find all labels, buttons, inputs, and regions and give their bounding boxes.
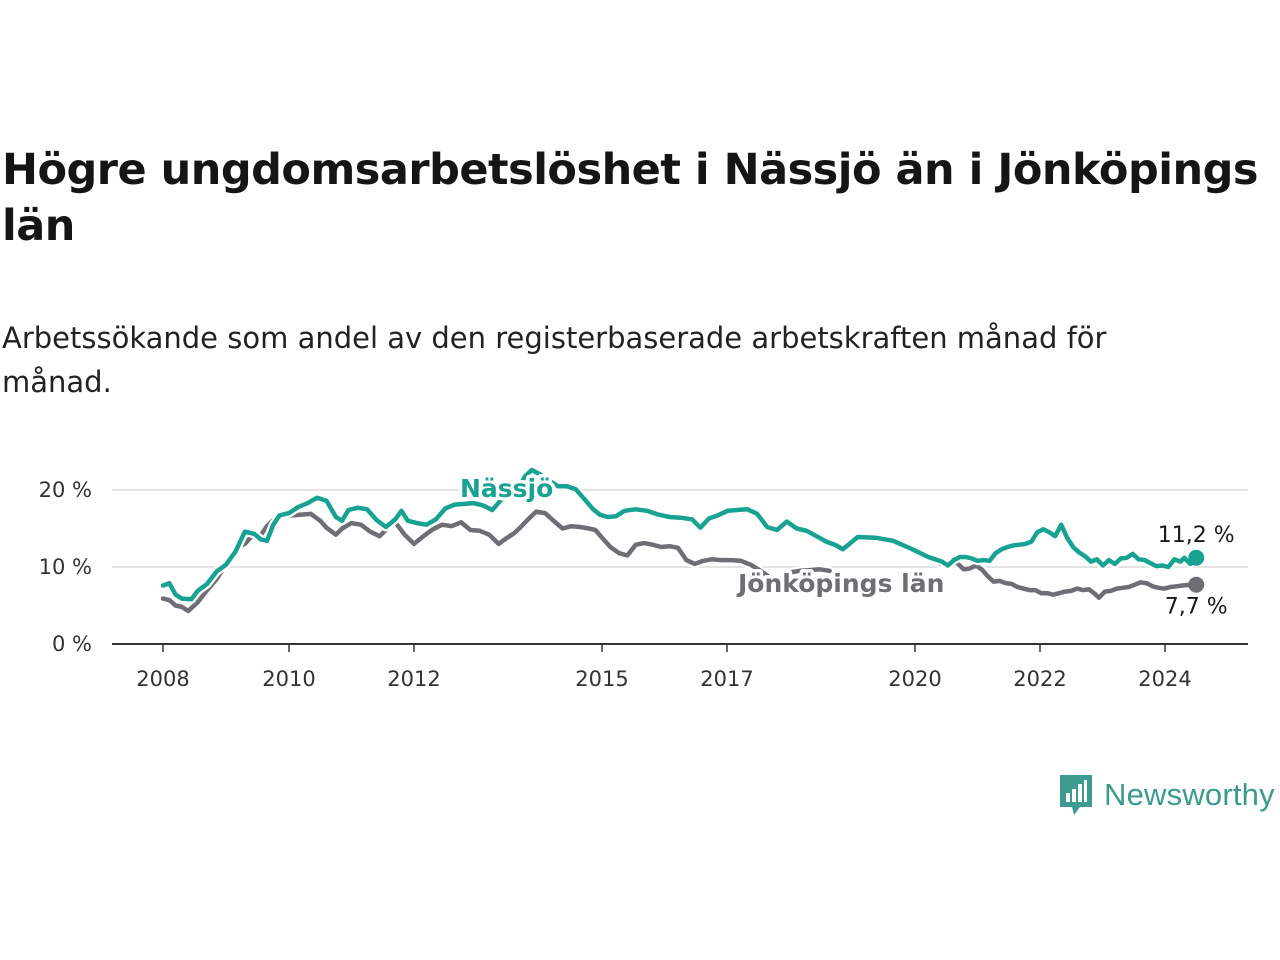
- chart-title: Högre ungdomsarbetslöshet i Nässjö än i …: [2, 145, 1258, 251]
- x-tick-label: 2012: [387, 667, 440, 691]
- brand-logo[interactable]: Newsworthy: [1058, 772, 1275, 818]
- series-line-jonkopings-lan: [160, 509, 832, 614]
- axis-layer: 0 % 10 % 20 % 2008 2010 2012 2015 2017 2020 2022 2…: [39, 478, 1248, 691]
- series-label-nassjo: Nässjö: [460, 474, 553, 503]
- x-tick-label: 2010: [262, 667, 315, 691]
- x-tick-label: 2022: [1013, 667, 1066, 691]
- y-tick-label: 10 %: [39, 555, 92, 579]
- y-tick-label: 0 %: [52, 632, 92, 656]
- newsworthy-logo-icon: [1060, 775, 1092, 815]
- x-tick-label: 2017: [700, 667, 753, 691]
- grid-layer: [112, 489, 1248, 568]
- end-value-label-nassjo: 11,2 %: [1158, 523, 1235, 548]
- y-tick-label: 20 %: [39, 478, 92, 502]
- x-tick-label: 2020: [888, 667, 941, 691]
- x-tick-label: 2024: [1138, 667, 1191, 691]
- series-label-jonkopings-lan: Jönköpings län: [736, 569, 944, 598]
- x-tick-label: 2008: [136, 667, 189, 691]
- brand-name: Newsworthy: [1104, 777, 1275, 812]
- end-point-nassjo: [1188, 549, 1205, 566]
- series-layer: [158, 465, 1201, 616]
- x-tick-label: 2015: [575, 667, 628, 691]
- end-point-jonkopings-lan: [1188, 576, 1205, 593]
- series-line-nassjo: [160, 467, 1199, 602]
- series-line-jonkopings-lan: [937, 558, 1199, 601]
- series-label-nassjo-halo: Nässjö: [460, 474, 553, 503]
- chart-subtitle: Arbetssökande som andel av den registerb…: [2, 321, 1107, 399]
- series-label-jonkopings-lan-halo: Jönköpings län: [736, 569, 944, 598]
- line-chart: 0 % 10 % 20 % 2008 2010 2012 2015 2017 2020 2022 2…: [39, 465, 1248, 691]
- end-value-label-jonkopings-lan: 7,7 %: [1165, 595, 1228, 620]
